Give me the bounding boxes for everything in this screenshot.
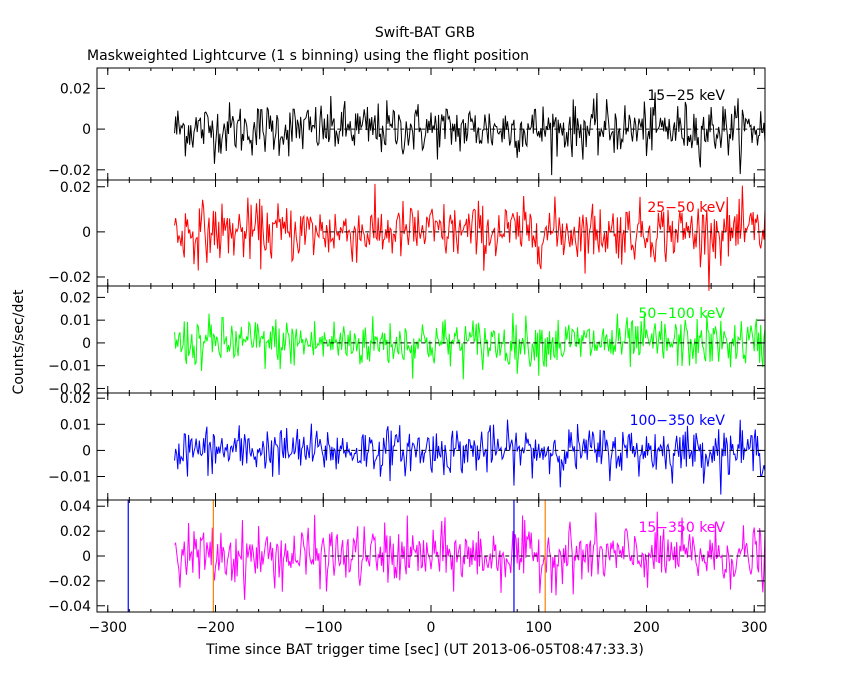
panel-label-0: 15−25 keV — [647, 88, 725, 104]
y-tick-label: 0.02 — [60, 180, 91, 196]
x-tick-label: −100 — [304, 620, 342, 636]
x-tick-label: −300 — [89, 620, 127, 636]
series-line-2 — [174, 313, 766, 380]
x-tick-label: 200 — [633, 620, 660, 636]
y-axis-label: Counts/sec/det — [11, 289, 27, 394]
y-tick-label: 0 — [82, 122, 91, 138]
y-tick-label: −0.02 — [48, 163, 91, 179]
y-tick-label: −0.02 — [48, 574, 91, 590]
y-tick-label: 0 — [82, 443, 91, 459]
x-tick-label: 300 — [741, 620, 768, 636]
chart-subtitle: Maskweighted Lightcurve (1 s binning) us… — [87, 48, 529, 64]
panel-label-2: 50−100 keV — [638, 306, 725, 322]
y-tick-label: 0.04 — [60, 499, 91, 515]
y-tick-label: 0.02 — [60, 290, 91, 306]
y-tick-label: 0 — [82, 336, 91, 352]
panel-label-1: 25−50 keV — [647, 200, 725, 216]
y-tick-label: −0.04 — [48, 599, 91, 615]
y-tick-label: 0.02 — [60, 391, 91, 407]
x-axis-label: Time since BAT trigger time [sec] (UT 20… — [205, 642, 644, 658]
panel-0: −0.02 0 0.02 15−25 keV — [48, 67, 766, 181]
panel-label-3: 100−350 keV — [630, 413, 726, 429]
y-tick-label: −0.01 — [48, 359, 91, 375]
panel-frame-4 — [96, 499, 766, 613]
panel-1: −0.02 0 0.02 25−50 keV — [48, 179, 766, 291]
series-line-3 — [174, 419, 766, 495]
y-tick-label: 0.02 — [60, 524, 91, 540]
panel-label-4: 15−350 keV — [638, 520, 725, 536]
y-tick-label: −0.02 — [48, 381, 91, 397]
y-tick-label: 0.01 — [60, 313, 91, 329]
chart-title: Swift-BAT GRB — [375, 25, 475, 41]
y-tick-label: −0.02 — [48, 270, 91, 286]
series-line-1 — [174, 183, 766, 291]
series-line-0 — [174, 92, 766, 176]
panel-3: −0.01 0 0.01 0.02 100−350 keV — [48, 391, 766, 501]
panel-2: −0.02 −0.01 0 0.01 0.02 50−100 keV — [48, 285, 766, 397]
x-tick-label: 100 — [525, 620, 552, 636]
series-line-4 — [174, 511, 766, 600]
panel-4: −0.04 −0.02 0 0.02 0.04 15−350 keV — [48, 499, 766, 615]
y-tick-label: 0.02 — [60, 81, 91, 97]
x-axis: −300 −200 −100 0 100 200 300 — [89, 620, 768, 636]
y-tick-label: 0 — [82, 225, 91, 241]
y-tick-label: 0 — [82, 549, 91, 565]
x-tick-label: −200 — [196, 620, 234, 636]
y-tick-label: −0.01 — [48, 470, 91, 486]
y-tick-label: 0.01 — [60, 417, 91, 433]
x-tick-label: 0 — [427, 620, 436, 636]
